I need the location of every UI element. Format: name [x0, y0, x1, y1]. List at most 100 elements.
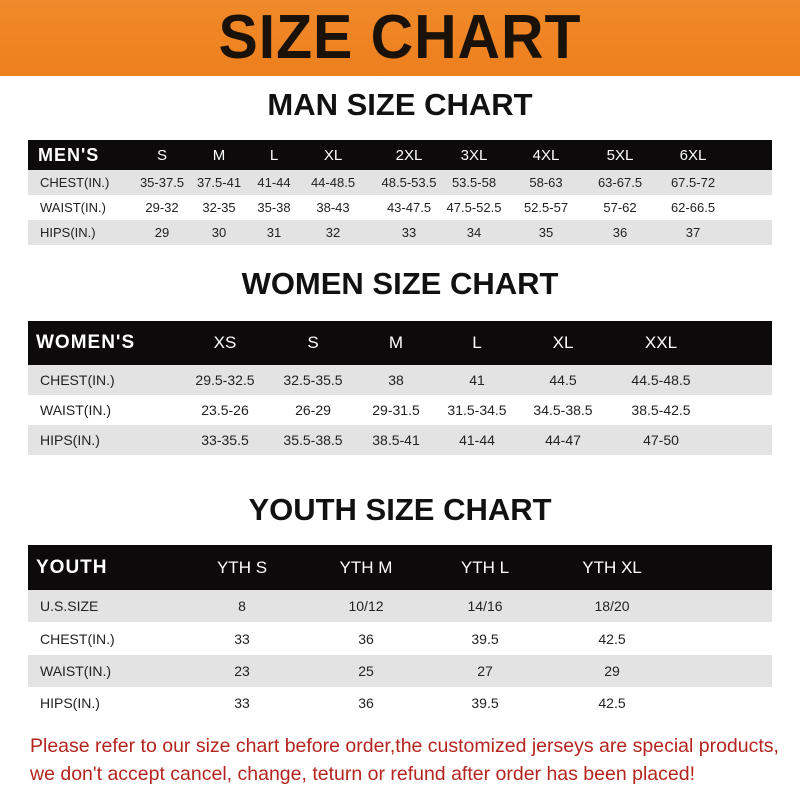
notice-line-2: we don't accept cancel, change, teturn o… [30, 763, 695, 785]
measurement-cell: 23.5-26 [201, 402, 249, 418]
row-label: U.S.SIZE [40, 598, 99, 614]
measurement-cell: 63-67.5 [597, 175, 643, 190]
measurement-cell: 43-47.5 [386, 200, 432, 215]
table-row: WAIST(IN.) 23 25 27 29 [28, 655, 772, 687]
measurement-cell: 32-35 [202, 200, 236, 215]
measurement-cell: 36 [358, 694, 374, 711]
row-label: HIPS(IN.) [40, 225, 96, 240]
size-header-cell: YTH XL [582, 557, 642, 577]
size-header-cell: XL [323, 146, 343, 164]
measurement-cell: 39.5 [471, 694, 499, 711]
measurement-cell: 34.5-38.5 [533, 402, 593, 418]
measurement-cell: 62-66.5 [670, 200, 716, 215]
measurement-cell: 34 [466, 225, 482, 240]
table-title-cell: WOMEN'S [36, 332, 136, 353]
measurement-cell: 33 [234, 630, 250, 647]
measurement-cell: 44-48.5 [310, 175, 356, 190]
measurement-cell: 35-37.5 [139, 175, 185, 190]
measurement-cell: 29-32 [145, 200, 179, 215]
row-label: HIPS(IN.) [40, 432, 100, 448]
row-label: WAIST(IN.) [40, 402, 112, 418]
row-label: CHEST(IN.) [40, 175, 110, 190]
table-row: HIPS(IN.) 33 36 39.5 42.5 [28, 687, 772, 718]
table-header-row: YOUTH YTH S YTH M YTH L YTH XL [28, 545, 772, 590]
measurement-cell: 47-50 [643, 432, 679, 448]
size-header-cell: XL [552, 333, 574, 352]
row-label: CHEST(IN.) [40, 372, 115, 388]
row-label: HIPS(IN.) [40, 694, 100, 711]
measurement-cell: 32.5-35.5 [283, 372, 343, 388]
measurement-cell: 41-44 [257, 175, 291, 190]
banner: SIZE CHART [0, 0, 800, 76]
measurement-cell: 25 [358, 663, 374, 679]
measurement-cell: 23 [234, 663, 250, 679]
measurement-cell: 67.5-72 [670, 175, 716, 190]
table-row: WAIST(IN.) 29-32 32-35 35-38 38-43 43-47.5 47.… [28, 195, 772, 220]
table-row: U.S.SIZE 8 10/12 14/16 18/20 [28, 590, 772, 622]
table-title-cell: YOUTH [36, 556, 108, 578]
size-header-cell: 3XL [460, 146, 488, 164]
measurement-cell: 47.5-52.5 [446, 200, 502, 215]
women-section-title: WOMEN SIZE CHART [241, 266, 559, 301]
size-header-cell: YTH M [339, 557, 393, 577]
size-header-cell: 2XL [395, 146, 423, 164]
measurement-cell: 42.5 [598, 630, 626, 647]
measurement-cell: 36 [612, 225, 628, 240]
size-header-cell: S [156, 146, 168, 164]
measurement-cell: 10/12 [348, 598, 384, 614]
measurement-cell: 33 [401, 225, 417, 240]
measurement-cell: 29.5-32.5 [195, 372, 255, 388]
size-header-cell: 5XL [606, 146, 634, 164]
measurement-cell: 52.5-57 [523, 200, 569, 215]
measurement-cell: 42.5 [598, 694, 626, 711]
table-row: HIPS(IN.) 29 30 31 32 33 34 35 36 37 [28, 220, 772, 245]
measurement-cell: 48.5-53.5 [381, 175, 437, 190]
measurement-cell: 44-47 [545, 432, 581, 448]
table-header-row: WOMEN'S XS S M L XL XXL [28, 321, 772, 365]
measurement-cell: 35 [538, 225, 554, 240]
measurement-cell: 14/16 [467, 598, 503, 614]
size-header-cell: YTH L [460, 557, 510, 577]
measurement-cell: 26-29 [295, 402, 331, 418]
measurement-cell: 35.5-38.5 [283, 432, 343, 448]
banner-title: SIZE CHART [218, 3, 582, 72]
size-header-cell: M [388, 333, 404, 352]
measurement-cell: 41 [469, 372, 485, 388]
measurement-cell: 37.5-41 [196, 175, 242, 190]
measurement-cell: 33-35.5 [201, 432, 249, 448]
table-row: CHEST(IN.) 33 36 39.5 42.5 [28, 622, 772, 655]
table-header-row: MEN'S S M L XL 2XL 3XL 4XL 5XL 6XL [28, 140, 772, 170]
measurement-cell: 44.5 [549, 372, 577, 388]
measurement-cell: 29 [154, 225, 170, 240]
men-section-title: MAN SIZE CHART [267, 87, 533, 122]
table-row: HIPS(IN.) 33-35.5 35.5-38.5 38.5-41 41-44 44-… [28, 425, 772, 455]
measurement-cell: 53.5-58 [451, 175, 497, 190]
size-header-cell: L [472, 333, 482, 352]
measurement-cell: 31 [266, 225, 282, 240]
table-row: CHEST(IN.) 29.5-32.5 32.5-35.5 38 41 44.5 44.5… [28, 365, 772, 395]
measurement-cell: 44.5-48.5 [631, 372, 691, 388]
size-header-cell: L [269, 146, 279, 164]
measurement-cell: 57-62 [603, 200, 637, 215]
row-label: WAIST(IN.) [40, 663, 112, 679]
measurement-cell: 29 [604, 663, 620, 679]
table-row: WAIST(IN.) 23.5-26 26-29 29-31.5 31.5-34.5 34… [28, 395, 772, 425]
notice-line-1: Please refer to our size chart before or… [30, 735, 779, 757]
measurement-cell: 33 [234, 694, 250, 711]
measurement-cell: 32 [325, 225, 341, 240]
size-header-cell: XS [213, 333, 237, 352]
measurement-cell: 29-31.5 [372, 402, 420, 418]
measurement-cell: 39.5 [471, 630, 499, 647]
measurement-cell: 38.5-41 [372, 432, 420, 448]
size-header-cell: XXL [644, 333, 678, 352]
table-row: CHEST(IN.) 35-37.5 37.5-41 41-44 44-48.5 48.5… [28, 170, 772, 195]
size-header-cell: S [307, 333, 319, 352]
measurement-cell: 38.5-42.5 [631, 402, 691, 418]
measurement-cell: 38-43 [316, 200, 350, 215]
measurement-cell: 30 [211, 225, 227, 240]
youth-section-title: YOUTH SIZE CHART [248, 492, 552, 527]
size-header-cell: M [212, 146, 226, 164]
measurement-cell: 31.5-34.5 [447, 402, 507, 418]
size-header-cell: 4XL [532, 146, 560, 164]
row-label: WAIST(IN.) [40, 200, 106, 215]
